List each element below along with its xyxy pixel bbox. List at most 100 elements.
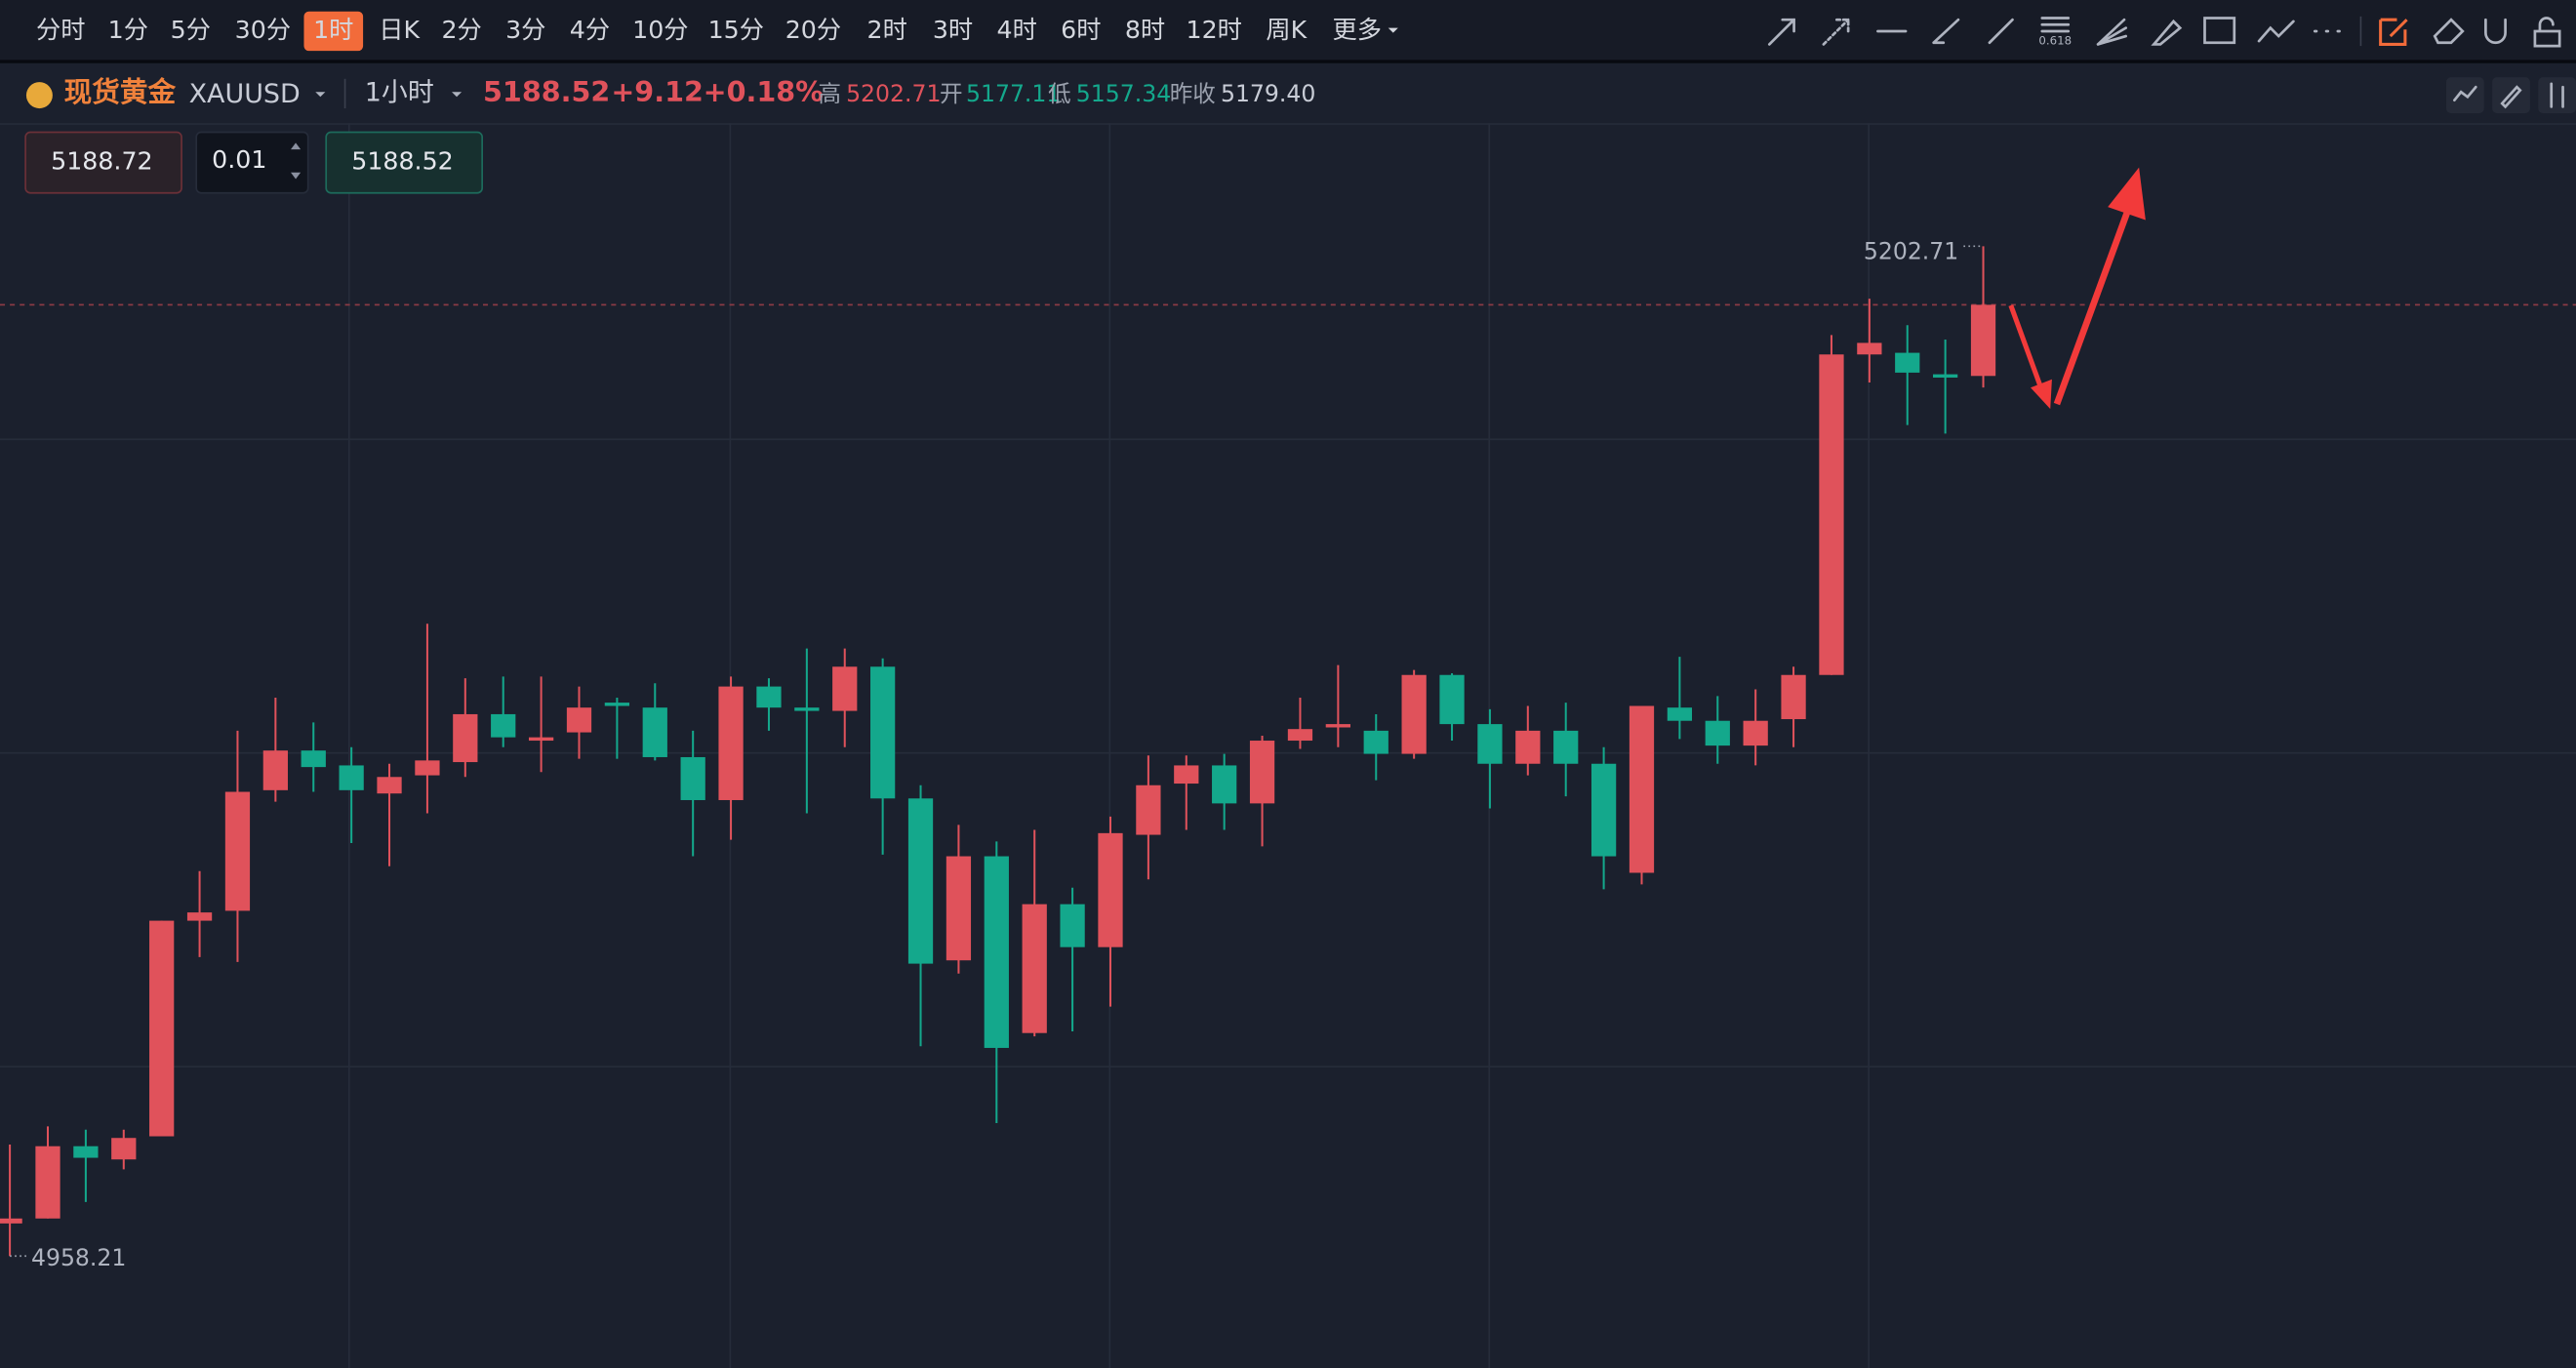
candle-button[interactable] bbox=[2538, 77, 2576, 114]
candle-body bbox=[149, 920, 175, 1137]
interval-tab[interactable]: 8时 bbox=[1125, 16, 1165, 44]
more-caret bbox=[1388, 27, 1398, 33]
candles: 5202.71 4958.21 bbox=[0, 238, 2576, 1271]
tool-polyline[interactable] bbox=[2257, 20, 2295, 43]
interval-tab[interactable]: 2分 bbox=[441, 16, 481, 44]
candle-body bbox=[453, 713, 478, 763]
interval-tab[interactable]: 15分 bbox=[708, 16, 764, 44]
tool-fib[interactable] bbox=[2040, 17, 2071, 33]
interval-tab[interactable]: 6时 bbox=[1061, 16, 1101, 44]
tool-edit-active[interactable] bbox=[2379, 18, 2408, 46]
candle-body bbox=[73, 1146, 99, 1158]
candle-body bbox=[1857, 342, 1882, 355]
candle-body bbox=[1895, 352, 1920, 373]
drawing-tools: 0.618 bbox=[1767, 16, 2561, 48]
candle-body bbox=[1212, 765, 1237, 804]
tool-segment[interactable] bbox=[1932, 18, 1960, 45]
candle-body bbox=[984, 856, 1009, 1048]
tool-eraser[interactable] bbox=[2433, 18, 2465, 45]
candle-body bbox=[1590, 763, 1617, 857]
tool-lock[interactable] bbox=[2533, 17, 2561, 48]
sell-button[interactable] bbox=[24, 131, 182, 194]
annotation-arrowhead bbox=[2031, 379, 2052, 410]
quote-header: 现货黄金 XAUUSD 1小时 5188.52 +9.12 +0.18% 高 5… bbox=[25, 75, 2576, 114]
toolbar-bg bbox=[0, 0, 2576, 61]
last-price: 5188.52 bbox=[483, 75, 610, 108]
interval-tab[interactable]: 5分 bbox=[171, 16, 211, 44]
fib-label: 0.618 bbox=[2038, 34, 2072, 48]
active-interval-bg bbox=[303, 11, 364, 52]
candle-body bbox=[1629, 705, 1655, 873]
candle-body bbox=[907, 798, 934, 964]
candle-body bbox=[1249, 741, 1275, 804]
prev-close-value: 5179.40 bbox=[1221, 80, 1315, 107]
interval-tab[interactable]: 20分 bbox=[785, 16, 841, 44]
low-value: 5157.34 bbox=[1076, 80, 1171, 107]
candle-body bbox=[718, 686, 744, 800]
order-panel: 5188.72 0.01 5188.52 bbox=[24, 131, 483, 194]
tool-ray[interactable] bbox=[1822, 18, 1850, 46]
instrument-name: 现货黄金 bbox=[64, 75, 177, 108]
low-marker-label: 4958.21 bbox=[31, 1244, 126, 1271]
tool-fan[interactable] bbox=[2096, 18, 2128, 46]
interval-caret bbox=[452, 92, 463, 98]
candle-body bbox=[1325, 724, 1350, 728]
candle-body bbox=[1781, 674, 1806, 720]
candle-body bbox=[1401, 674, 1427, 754]
tool-magnet[interactable] bbox=[2484, 18, 2507, 45]
candle-body bbox=[832, 666, 858, 711]
annotation-arrows bbox=[2008, 167, 2146, 410]
tool-arrow[interactable] bbox=[1767, 18, 1795, 46]
quantity-input[interactable] bbox=[195, 131, 309, 194]
interval-tab[interactable]: 3分 bbox=[505, 16, 545, 44]
interval-tab[interactable]: 30分 bbox=[235, 16, 291, 44]
interval-tab[interactable]: 周K bbox=[1266, 16, 1308, 44]
candle-body bbox=[1477, 724, 1503, 764]
candle-body bbox=[415, 760, 440, 776]
candle-body bbox=[1060, 904, 1085, 947]
candle-body bbox=[339, 765, 364, 790]
instrument-symbol[interactable]: XAUUSD bbox=[189, 79, 301, 109]
annotation-arrow-down bbox=[2008, 304, 2045, 392]
candle-body bbox=[35, 1146, 60, 1219]
high-marker-label: 5202.71 bbox=[1864, 238, 1958, 265]
open-label: 开 bbox=[940, 80, 963, 107]
price-change: +9.12 bbox=[611, 75, 704, 108]
interval-tab[interactable]: 12时 bbox=[1187, 16, 1242, 44]
tool-pen[interactable] bbox=[2151, 19, 2183, 46]
interval-select[interactable]: 1小时 bbox=[365, 77, 434, 107]
candle-body bbox=[1022, 904, 1047, 1033]
sell-price: 5188.72 bbox=[51, 147, 152, 176]
interval-tab[interactable]: 4分 bbox=[570, 16, 610, 44]
candle-body bbox=[1705, 720, 1730, 746]
candle-body bbox=[186, 912, 213, 921]
candle-body bbox=[1174, 765, 1199, 785]
candle-body bbox=[224, 791, 251, 911]
candle-body bbox=[301, 750, 326, 768]
tool-image[interactable] bbox=[2203, 17, 2236, 45]
candle-icon bbox=[2550, 82, 2564, 108]
interval-tab[interactable]: 日K bbox=[379, 16, 421, 44]
candle-body bbox=[1098, 832, 1123, 947]
interval-toolbar: 分时 1分 5分 30分 1时 日K 2分 3分 4分 10分 15分 20分 2时 3时 4时 6时 8时 12… bbox=[36, 11, 1398, 52]
candle-body bbox=[1363, 730, 1389, 754]
interval-tab[interactable]: 3时 bbox=[933, 16, 973, 44]
interval-tab[interactable]: 4时 bbox=[997, 16, 1037, 44]
buy-button[interactable] bbox=[325, 131, 483, 194]
candle-body bbox=[262, 750, 288, 790]
candle-body bbox=[1819, 354, 1844, 675]
tool-line[interactable] bbox=[1988, 18, 2014, 45]
candle-body bbox=[1287, 729, 1313, 742]
interval-tab[interactable]: 更多 bbox=[1332, 16, 1382, 44]
interval-tab[interactable]: 1分 bbox=[108, 16, 148, 44]
interval-tab[interactable]: 1时 bbox=[313, 16, 353, 44]
interval-tab[interactable]: 10分 bbox=[632, 16, 688, 44]
interval-tab[interactable]: 2时 bbox=[867, 16, 907, 44]
price-change-pct: +0.18% bbox=[704, 75, 824, 108]
interval-tab[interactable]: 分时 bbox=[36, 16, 86, 44]
candle-body bbox=[377, 777, 402, 794]
candle-body bbox=[604, 703, 630, 706]
high-label: 高 bbox=[818, 80, 841, 107]
symbol-caret bbox=[315, 92, 326, 98]
